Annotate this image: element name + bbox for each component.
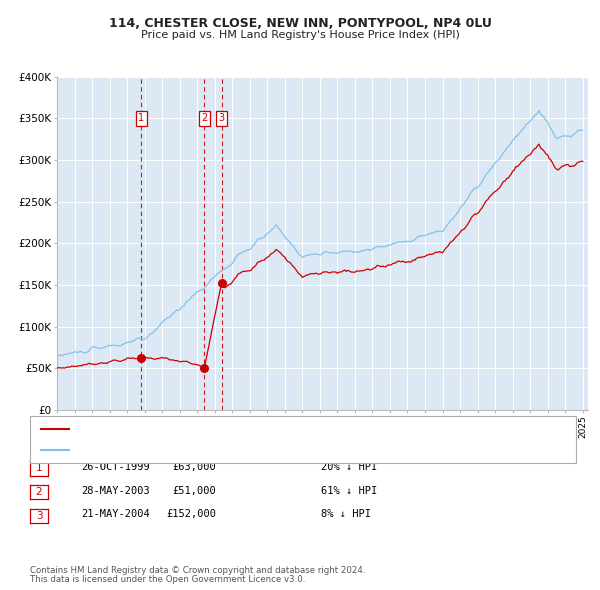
Text: 2: 2 xyxy=(201,113,208,123)
Text: 3: 3 xyxy=(218,113,224,123)
Text: Price paid vs. HM Land Registry's House Price Index (HPI): Price paid vs. HM Land Registry's House … xyxy=(140,30,460,40)
Text: 21-MAY-2004: 21-MAY-2004 xyxy=(81,510,150,519)
Text: 26-OCT-1999: 26-OCT-1999 xyxy=(81,463,150,472)
Text: 61% ↓ HPI: 61% ↓ HPI xyxy=(321,486,377,496)
Text: 28-MAY-2003: 28-MAY-2003 xyxy=(81,486,150,496)
Text: This data is licensed under the Open Government Licence v3.0.: This data is licensed under the Open Gov… xyxy=(30,575,305,584)
Text: Contains HM Land Registry data © Crown copyright and database right 2024.: Contains HM Land Registry data © Crown c… xyxy=(30,566,365,575)
Text: £152,000: £152,000 xyxy=(166,510,216,519)
Text: 1: 1 xyxy=(139,113,145,123)
Text: £51,000: £51,000 xyxy=(172,486,216,496)
Text: 8% ↓ HPI: 8% ↓ HPI xyxy=(321,510,371,519)
Text: 114, CHESTER CLOSE, NEW INN, PONTYPOOL, NP4 0LU: 114, CHESTER CLOSE, NEW INN, PONTYPOOL, … xyxy=(109,17,491,30)
Text: 114, CHESTER CLOSE, NEW INN, PONTYPOOL, NP4 0LU (detached house): 114, CHESTER CLOSE, NEW INN, PONTYPOOL, … xyxy=(73,424,430,434)
Text: 1: 1 xyxy=(35,464,43,473)
Text: 20% ↓ HPI: 20% ↓ HPI xyxy=(321,463,377,472)
Text: £63,000: £63,000 xyxy=(172,463,216,472)
Text: HPI: Average price, detached house, Torfaen: HPI: Average price, detached house, Torf… xyxy=(73,445,290,455)
Text: 2: 2 xyxy=(35,487,43,497)
Text: 3: 3 xyxy=(35,511,43,520)
